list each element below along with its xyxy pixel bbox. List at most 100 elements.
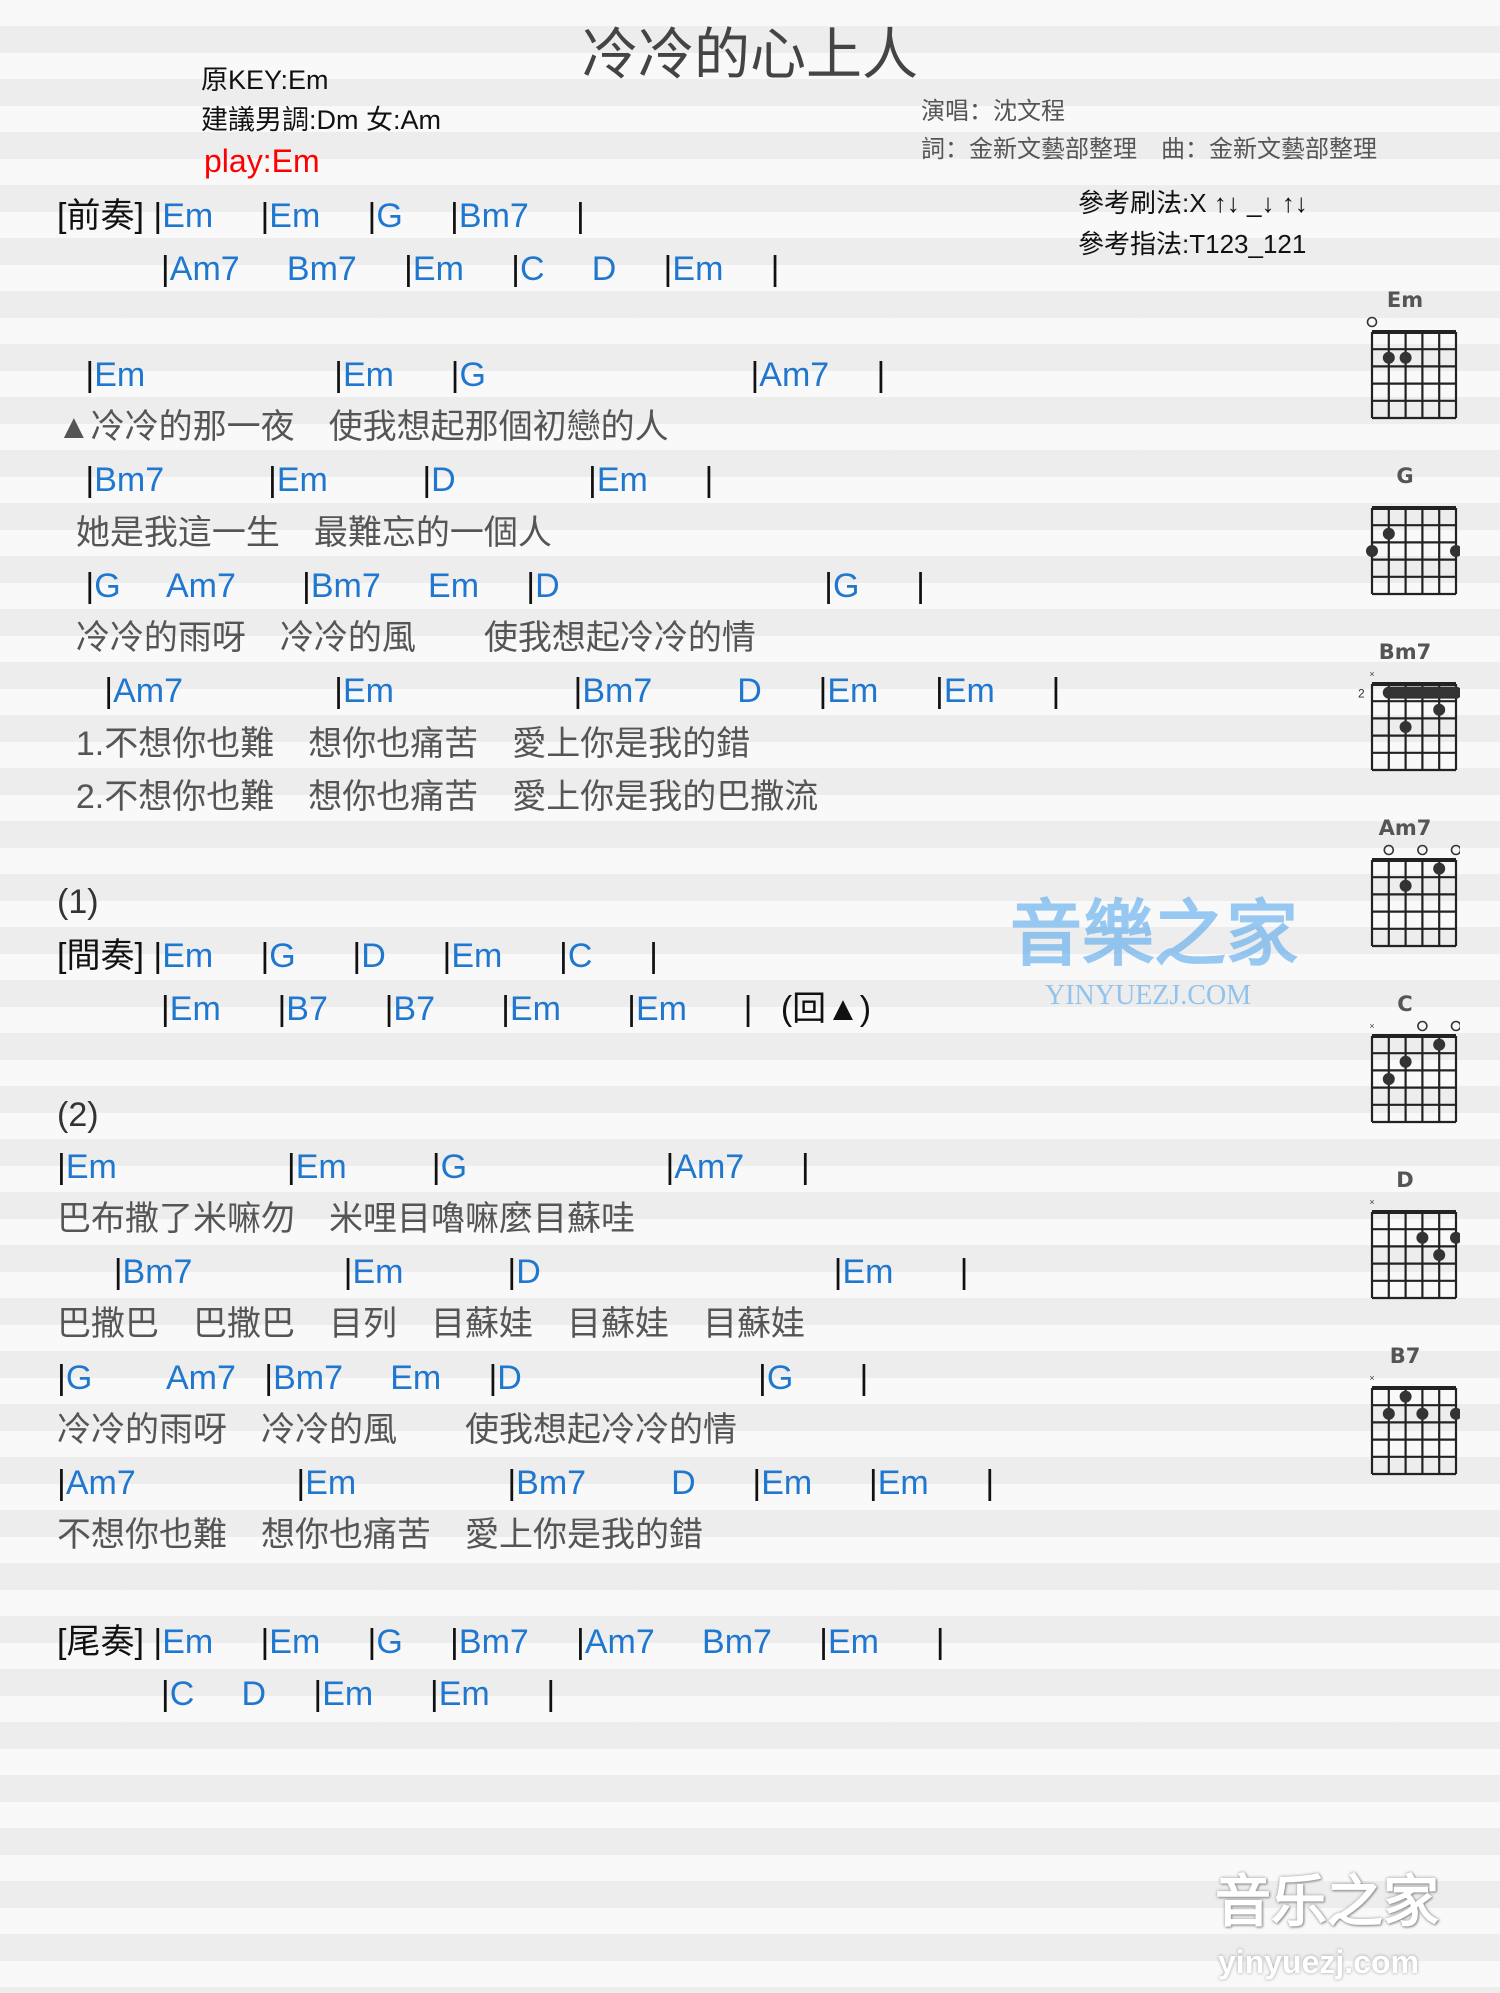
chord-diagram-am7: Am7 xyxy=(1350,816,1462,957)
chord-names xyxy=(144,1623,153,1661)
chord-diagram-name: Am7 xyxy=(1378,816,1432,840)
chord-line: [間奏] |Em |G |D |Em |C | xyxy=(57,936,658,976)
bar-line: | xyxy=(277,990,287,1028)
finger-dot xyxy=(1399,1390,1412,1403)
original-key: 原KEY:Em xyxy=(201,65,329,95)
chord-names: Bm7 xyxy=(458,1623,577,1661)
bar-line: | xyxy=(758,1359,767,1397)
lyric-line: 冷冷的雨呀 冷冷的風 使我想起冷冷的情 xyxy=(57,1411,737,1449)
section-marker: [前奏] xyxy=(57,197,144,235)
chord-names xyxy=(144,197,153,235)
section-marker: [尾奏] xyxy=(57,1623,144,1661)
chord-names: Em xyxy=(322,1675,430,1713)
site-logo-url: yinyuezj.com xyxy=(1218,1944,1419,1980)
strum-pattern: 參考刷法:X ↑↓ _↓ ↑↓ xyxy=(1078,188,1308,218)
bar-line: | xyxy=(450,1623,459,1661)
finger-dot xyxy=(1382,351,1395,364)
chord-names: Bm7 xyxy=(458,197,577,235)
bar-line: | xyxy=(296,1464,306,1502)
chord-names: Em xyxy=(162,1623,261,1661)
chord-line: |G Am7 |Bm7 Em |D |G | xyxy=(57,1358,868,1398)
finger-dot xyxy=(1416,1231,1429,1244)
chord-names xyxy=(57,356,85,394)
chord-names: Em xyxy=(596,461,705,499)
bar-line: | xyxy=(833,1253,843,1291)
finger-dot xyxy=(1416,1407,1429,1420)
chord-names: G xyxy=(766,1359,860,1397)
bar-line: | xyxy=(819,1623,828,1661)
chord-names: Bm7 D xyxy=(516,1464,753,1502)
bar-line: | xyxy=(573,672,583,710)
finger-dot xyxy=(1366,545,1378,557)
chord-diagram-c: C × xyxy=(1350,992,1462,1133)
bar-line: | xyxy=(260,197,270,235)
finger-dot xyxy=(1382,1407,1395,1420)
bar-line: | xyxy=(1051,672,1061,710)
chord-names: D xyxy=(497,1359,759,1397)
chord-names: B7 xyxy=(286,990,385,1028)
chord-diagram-name: Em xyxy=(1386,288,1424,312)
song-title: 冷冷的心上人 xyxy=(582,23,918,86)
chord-line: |C D |Em |Em | xyxy=(57,1674,555,1714)
bar-line: | xyxy=(511,250,520,288)
watermark: 音樂之家 xyxy=(1010,895,1299,975)
bar-line: | xyxy=(935,1623,945,1661)
bar-line: | xyxy=(160,1675,170,1713)
chord-names: D xyxy=(535,567,825,605)
chord-names: G xyxy=(440,1148,666,1186)
bar-line: | xyxy=(576,1623,585,1661)
chord-names: Em xyxy=(342,672,574,710)
chord-names: Em xyxy=(412,250,512,288)
chord-names: C xyxy=(567,937,650,975)
lyric-line: ▲冷冷的那一夜 使我想起那個初戀的人 xyxy=(57,408,669,446)
chord-names: Em xyxy=(877,1464,986,1502)
bar-line: | xyxy=(422,461,432,499)
bar-line: | xyxy=(334,672,343,710)
chord-names: Em xyxy=(828,1623,936,1661)
chord-names: G Am7 xyxy=(65,1359,265,1397)
suggested-key: 建議男調:Dm 女:Am xyxy=(201,105,441,135)
chord-names: B7 xyxy=(393,990,502,1028)
bar-line: | xyxy=(57,1359,66,1397)
bar-line: | xyxy=(752,1464,762,1502)
watermark-url: YINYUEZJ.COM xyxy=(1045,980,1252,1011)
site-logo: 音乐之家 xyxy=(1215,1870,1439,1933)
bar-line: | xyxy=(85,356,95,394)
chord-names: G Am7 xyxy=(94,567,303,605)
chord-names xyxy=(57,250,161,288)
bar-line: | xyxy=(450,197,459,235)
fretboard-grid xyxy=(1366,506,1462,596)
chord-diagram-d: D × xyxy=(1350,1168,1462,1309)
chord-line: |Am7 Bm7 |Em |C D |Em | xyxy=(57,249,780,289)
chord-names xyxy=(57,1253,114,1291)
singer-credit: 演唱：沈文程 xyxy=(921,98,1065,125)
chord-names: Em xyxy=(672,250,771,288)
fretboard-grid: × xyxy=(1369,1020,1462,1124)
chord-names: Em xyxy=(276,461,423,499)
bar-line: | xyxy=(488,1359,498,1397)
lyrics-music-credit: 詞：金新文藝部整理 曲：金新文藝部整理 xyxy=(921,136,1377,163)
bar-line: | xyxy=(160,250,170,288)
bar-line: | xyxy=(627,990,636,1028)
bar-line: | xyxy=(268,461,277,499)
finger-dot xyxy=(1382,527,1395,540)
bar-line: | xyxy=(57,1464,66,1502)
bar-line: | xyxy=(868,1464,878,1502)
chord-names: Em xyxy=(635,990,744,1028)
finger-dot xyxy=(1450,545,1462,557)
bar-line: | xyxy=(85,461,95,499)
chord-line: [前奏] |Em |Em |G |Bm7 | xyxy=(57,196,585,236)
bar-line: | xyxy=(153,1623,163,1661)
chord-names xyxy=(57,567,85,605)
bar-line: | xyxy=(160,990,170,1028)
bar-line: | xyxy=(264,1359,274,1397)
bar-line: | xyxy=(663,250,673,288)
bar-line: | xyxy=(384,990,394,1028)
chord-names: Em xyxy=(162,197,261,235)
chord-diagram-em: Em xyxy=(1350,288,1460,429)
bar-line: | xyxy=(450,356,460,394)
mute-marker: × xyxy=(1369,1021,1374,1031)
chord-names: C D xyxy=(169,1675,314,1713)
chord-names xyxy=(57,990,161,1028)
chord-names: Bm7 Em xyxy=(273,1359,489,1397)
